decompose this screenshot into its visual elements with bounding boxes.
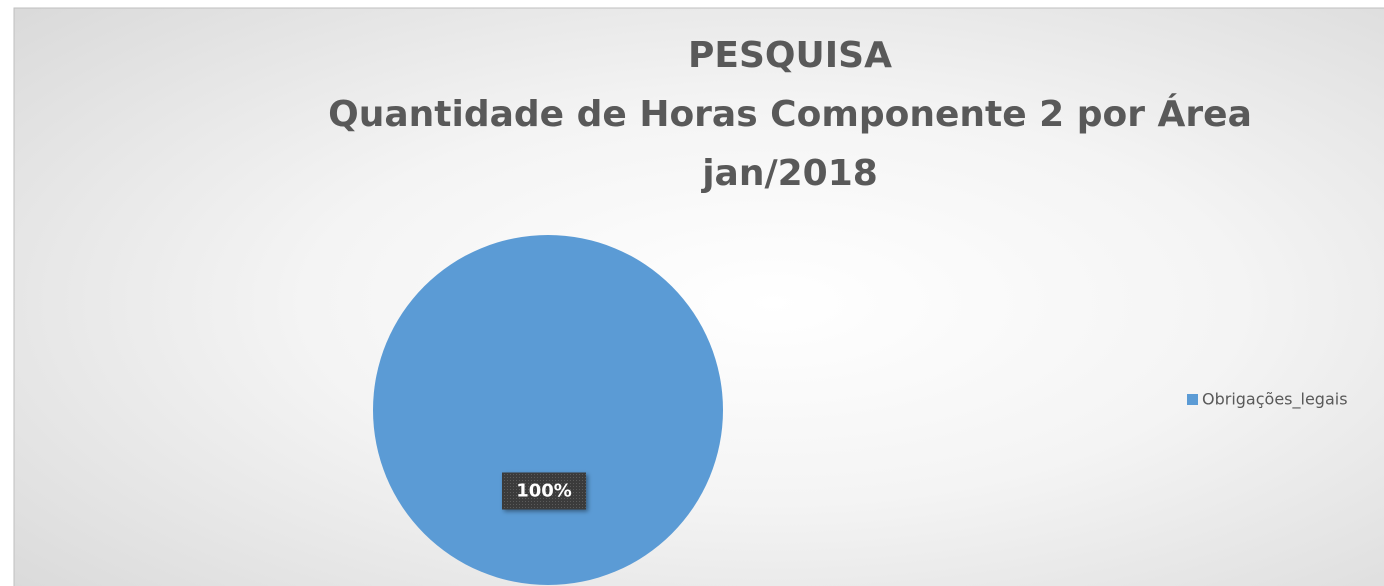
data-label-box xyxy=(502,472,586,510)
chart-title: Quantidade de Horas Componente 2 por Áre… xyxy=(328,93,1252,135)
chart-title: PESQUISA xyxy=(688,35,892,76)
pie-slice xyxy=(373,235,723,585)
data-label: 100% xyxy=(516,481,572,502)
chart-title: jan/2018 xyxy=(700,153,878,194)
legend-swatch xyxy=(1187,394,1198,405)
legend-label: Obrigações_legais xyxy=(1202,390,1348,410)
